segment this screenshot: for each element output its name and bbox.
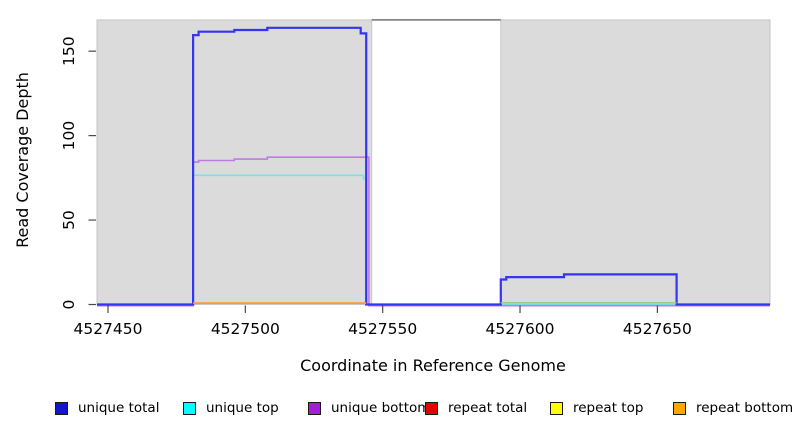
legend-label: repeat bottom	[696, 400, 792, 416]
x-tick-label: 4527550	[348, 320, 417, 338]
legend-swatch-repeat-bottom	[673, 401, 686, 415]
series-layer	[97, 26, 770, 307]
legend-label: unique total	[78, 400, 160, 416]
masked-regions-layer	[96, 19, 771, 305]
legend-swatch-unique-top	[183, 401, 196, 415]
x-axis-title: Coordinate in Reference Genome	[300, 356, 566, 375]
right-masked-region	[500, 19, 771, 305]
legend: unique total unique top unique bottom repea…	[0, 398, 792, 422]
x-tick-label: 4527450	[73, 320, 142, 338]
x-tick-label: 4527500	[211, 320, 280, 338]
legend-swatch-repeat-total	[425, 401, 438, 415]
legend-item-repeat-total: repeat total	[425, 398, 527, 418]
y-tick-label: 0	[60, 300, 78, 310]
y-tick-label: 150	[60, 36, 78, 66]
y-axis-title: Read Coverage Depth	[13, 72, 32, 248]
legend-label: unique bottom	[331, 400, 431, 416]
legend-swatch-repeat-top	[550, 401, 563, 415]
y-tick-label: 100	[60, 121, 78, 151]
axes-layer: 4527450 4527500 4527550 4527600 4527650 0 50 10…	[60, 36, 692, 338]
legend-item-repeat-top: repeat top	[550, 398, 643, 418]
legend-swatch-unique-bottom	[308, 401, 321, 415]
legend-item-unique-top: unique top	[183, 398, 279, 418]
legend-label: repeat total	[448, 400, 528, 416]
legend-item-unique-bottom: unique bottom	[308, 398, 430, 418]
x-tick-label: 4527650	[623, 320, 692, 338]
left-masked-region	[96, 19, 373, 305]
legend-swatch-unique-total	[55, 401, 68, 415]
plot-canvas: 4527450 4527500 4527550 4527600 4527650 0 50 10…	[13, 19, 771, 375]
legend-item-repeat-bottom: repeat bottom	[673, 398, 792, 418]
series-unique-total	[97, 26, 770, 306]
legend-item-unique-total: unique total	[55, 398, 159, 418]
y-tick-label: 50	[60, 210, 78, 230]
x-tick-label: 4527600	[486, 320, 555, 338]
legend-label: unique top	[206, 400, 279, 416]
legend-label: repeat top	[573, 400, 644, 416]
